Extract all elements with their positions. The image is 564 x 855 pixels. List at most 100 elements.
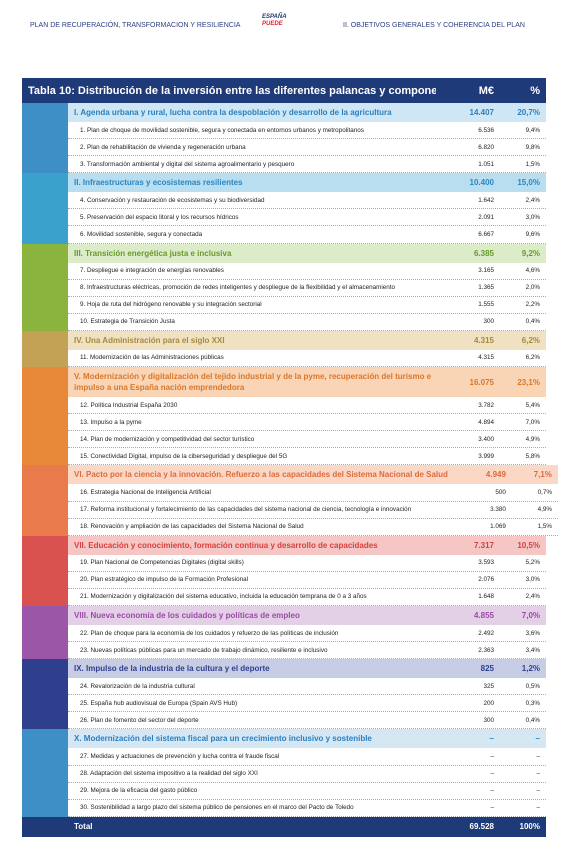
group-row: VII. Educación y conocimiento, formación… [68,535,546,555]
component-amount: 200 [483,699,494,707]
group-amount: 7.317 [473,540,494,550]
component-pct: 2,4% [525,196,540,204]
group-row: III. Transición energética justa e inclu… [68,243,546,263]
col-pct: % [530,84,540,97]
component-pct: 3,6% [525,629,540,637]
component-amount: 1.642 [478,196,494,204]
group-icon [22,367,68,466]
component-pct: – [536,804,540,812]
table: Tabla 10: Distribución de la inversión e… [22,78,558,837]
component-label: 1. Plan de choque de movilidad sostenibl… [80,126,364,134]
component-row: 5. Preservación del espacio litoral y lo… [68,209,546,227]
group-row: IX. Impulso de la industria de la cultur… [68,659,546,679]
group-row: VIII. Nueva economía de los cuidados y p… [68,605,546,625]
group-pct: – [535,734,540,744]
component-pct: – [536,787,540,795]
component-amount: 3.782 [478,401,494,409]
group-label: X. Modernización del sistema fiscal para… [74,734,372,744]
group-body: X. Modernización del sistema fiscal para… [68,729,546,817]
component-pct: 9,4% [525,126,540,134]
component-amount: 1.365 [478,284,494,292]
table-title: Tabla 10: Distribución de la inversión e… [28,84,436,97]
component-label: 8. Infraestructuras eléctricas, promoció… [80,284,396,292]
component-pct: 2,2% [525,301,540,309]
component-label: 19. Plan Nacional de Competencias Digita… [80,559,244,567]
component-pct: 6,2% [525,354,540,362]
group-pct: 1,2% [521,664,540,674]
group-label: IX. Impulso de la industria de la cultur… [74,664,270,674]
component-amount: – [490,804,494,812]
group-label: VIII. Nueva economía de los cuidados y p… [74,610,300,620]
group-amount: 4.315 [473,335,494,345]
group-pct: 23,1% [517,377,540,387]
group-label: I. Agenda urbana y rural, lucha contra l… [74,108,392,117]
group-body: IX. Impulso de la industria de la cultur… [68,659,546,730]
total-row: Total 69.528 100% [22,816,546,837]
group-pct: 9,2% [521,248,540,258]
group-label: III. Transición energética justa e inclu… [74,248,232,258]
component-amount: 6.536 [478,126,494,134]
group-icon [22,465,68,536]
group-label: VI. Pacto por la ciencia y la innovación… [74,470,448,480]
header-left: PLAN DE RECUPERACIÓN, TRANSFORMACION Y R… [30,22,241,29]
group-label: II. Infraestructuras y ecosistemas resil… [74,178,243,188]
component-amount: 3.999 [478,452,494,460]
component-label: 21. Modernización y digitalización del s… [80,593,367,601]
component-amount: 1.051 [478,160,494,168]
total-pct: 100% [519,822,540,832]
component-row: 8. Infraestructuras eléctricas, promoció… [68,280,546,297]
component-label: 11. Modernización de las Administracione… [80,354,224,362]
component-row: 12. Política Industrial España 2030 3.782… [68,397,546,415]
group-amount: 14.407 [469,108,494,117]
component-pct: 4,6% [525,267,540,275]
component-amount: 2.492 [478,629,494,637]
group: III. Transición energética justa e inclu… [22,243,546,331]
component-pct: 0,4% [525,716,540,724]
component-row: 29. Mejora de la eficacia del gasto públ… [68,783,546,800]
component-row: 20. Plan estratégico de impulso de la Fo… [68,572,546,589]
total-amount: 69.528 [469,822,494,832]
component-pct: 5,2% [525,559,540,567]
group-label: VII. Educación y conocimiento, formación… [74,540,378,550]
component-label: 20. Plan estratégico de impulso de la Fo… [80,576,249,584]
component-pct: – [536,770,540,778]
component-label: 22. Plan de choque para la economía de l… [80,629,339,637]
component-pct: 1,5% [525,160,540,168]
component-label: 14. Plan de modernización y competitivid… [80,435,255,443]
component-amount: 6.667 [478,231,494,239]
component-row: 2. Plan de rehabilitación de vivienda y … [68,139,546,157]
group-pct: 7,0% [521,610,540,620]
group: VIII. Nueva economía de los cuidados y p… [22,605,546,660]
component-pct: 2,0% [525,284,540,292]
component-amount: 2.076 [478,576,494,584]
group-body: V. Modernización y digitalización del te… [68,367,546,466]
group-amount: 4.949 [485,470,506,480]
group-pct: 15,0% [517,178,540,188]
component-label: 18. Renovación y ampliación de las capac… [80,523,304,531]
logo-bottom: PUEDE [262,21,283,27]
component-row: 24. Revalorización de la industria cultu… [68,678,546,696]
component-amount: – [490,770,494,778]
component-label: 17. Reforma institucional y fortalecimie… [80,506,412,514]
component-row: 6. Movilidad sostenible, segura y conect… [68,226,546,244]
group: IX. Impulso de la industria de la cultur… [22,659,546,730]
component-label: 15. Conectividad Digital, impulso de la … [80,452,288,460]
component-label: 4. Conservación y restauración de ecosis… [80,196,265,204]
total-label: Total [74,822,93,832]
component-pct: 3,0% [525,576,540,584]
group-row: V. Modernización y digitalización del te… [68,367,546,398]
group-body: III. Transición energética justa e inclu… [68,243,546,331]
component-amount: 500 [495,488,506,496]
component-amount: 300 [483,318,494,326]
component-pct: 2,4% [525,593,540,601]
group-pct: 10,5% [517,540,540,550]
group-body: VII. Educación y conocimiento, formación… [68,535,546,606]
component-amount: – [490,752,494,760]
component-label: 5. Preservación del espacio litoral y lo… [80,213,239,221]
component-pct: 4,9% [537,506,552,514]
component-pct: 0,7% [537,488,552,496]
component-row: 9. Hoja de ruta del hidrógeno renovable … [68,297,546,314]
component-row: 4. Conservación y restauración de ecosis… [68,192,546,210]
group-icon [22,330,68,368]
component-row: 16. Estrategia Nacional de Inteligencia … [68,484,558,502]
